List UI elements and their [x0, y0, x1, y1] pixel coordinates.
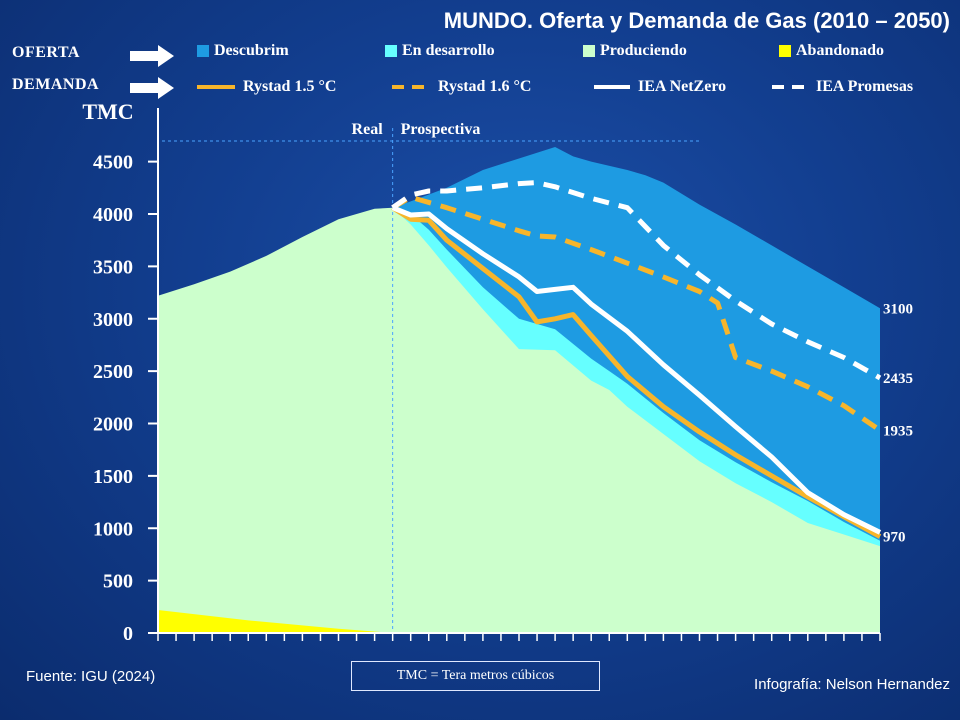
legend-label-rystad-15: Rystad 1.5 °C	[243, 78, 337, 95]
source-text: Fuente: IGU (2024)	[26, 668, 156, 685]
legend-label-iea-netzero: IEA NetZero	[638, 78, 727, 95]
credit-text: Infografía: Nelson Hernandez	[754, 676, 950, 693]
end-label-iea-promesas: 2435	[883, 371, 913, 387]
demand-arrow-icon	[130, 77, 174, 99]
legend-label-descubrim: Descubrim	[214, 42, 289, 59]
legend-item-rystad-15: Rystad 1.5 °C	[197, 78, 336, 96]
end-label-rystad-1-5-c: 970	[883, 530, 906, 546]
legend-item-rystad-16: Rystad 1.6 °C	[392, 78, 531, 96]
y-tick-label-0: 0	[123, 623, 133, 645]
legend-item-abandonado: Abandonado	[779, 42, 884, 60]
legend-item-en-desarrollo: En desarrollo	[385, 42, 495, 60]
line-iea-promesas	[391, 180, 882, 381]
unit-note: TMC = Tera metros cúbicos	[351, 661, 600, 691]
y-tick-label-500: 500	[103, 571, 133, 593]
legend-line-iea-promesas	[772, 85, 808, 89]
forecast-label: Prospectiva	[401, 121, 481, 138]
legend-label-rystad-16: Rystad 1.6 °C	[438, 78, 532, 95]
area-abandonado	[158, 610, 393, 633]
legend-label-abandonado: Abandonado	[796, 42, 885, 59]
end-label-rystad-1-6-c: 1935	[883, 423, 913, 439]
legend-swatch-en-desarrollo	[385, 45, 397, 57]
legend-line-iea-netzero	[594, 85, 630, 89]
y-tick-label-1500: 1500	[93, 466, 133, 488]
line-iea-netzero	[391, 205, 882, 535]
y-tick-label-1000: 1000	[93, 518, 133, 540]
y-tick-label-3000: 3000	[93, 309, 133, 331]
legend-line-rystad-15	[197, 85, 235, 89]
line-rystad-1-6-c	[391, 194, 882, 433]
y-tick-label-4000: 4000	[93, 204, 133, 226]
y-tick-label-3500: 3500	[93, 256, 133, 278]
legend-item-produciendo: Produciendo	[583, 42, 687, 60]
supply-arrow-icon	[130, 45, 174, 67]
legend-swatch-abandonado	[779, 45, 791, 57]
legend-label-en-desarrollo: En desarrollo	[402, 42, 495, 59]
y-tick-label-2500: 2500	[93, 361, 133, 383]
legend-item-iea-netzero: IEA NetZero	[594, 78, 726, 96]
legend-item-descubrim: Descubrim	[197, 42, 289, 60]
legend-swatch-descubrim	[197, 45, 209, 57]
end-label-supply: 3100	[883, 301, 913, 317]
y-tick-label-2000: 2000	[93, 414, 133, 436]
real-label: Real	[352, 121, 384, 138]
legend-label-produciendo: Produciendo	[600, 42, 687, 59]
legend-label-iea-promesas: IEA Promesas	[816, 78, 914, 95]
legend-line-rystad-16	[392, 85, 430, 89]
supply-row-label: OFERTA	[12, 44, 80, 61]
legend-item-iea-promesas: IEA Promesas	[772, 78, 913, 96]
y-axis-label: TMC	[82, 99, 133, 124]
chart-title: MUNDO. Oferta y Demanda de Gas (2010 – 2…	[443, 8, 950, 33]
y-tick-label-4500: 4500	[93, 152, 133, 174]
legend-swatch-produciendo	[583, 45, 595, 57]
area-produciendo	[158, 207, 880, 633]
line-rystad-1-5-c	[391, 205, 882, 539]
demand-row-label: DEMANDA	[12, 76, 100, 93]
